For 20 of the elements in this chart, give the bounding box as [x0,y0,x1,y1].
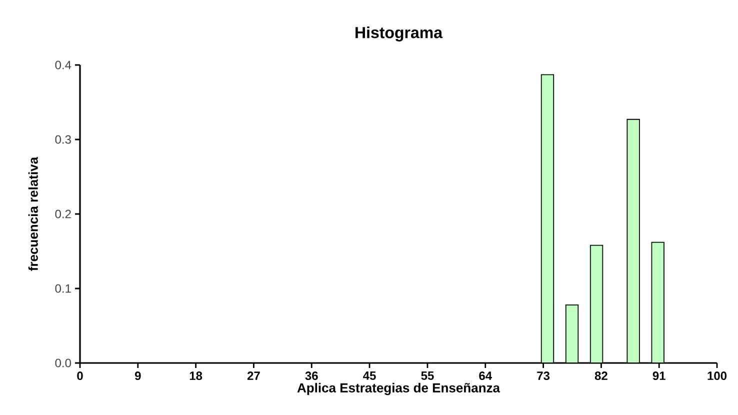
chart-title: Histograma [356,26,443,42]
x-tick-label: 100 [708,372,727,380]
x-tick-label: 9 [134,372,141,380]
y-tick-label: 0.4 [55,60,72,70]
x-axis-title: Aplica Estrategias de Enseñanza [297,382,500,396]
x-tick-label: 0 [77,372,83,380]
x-tick-label: 45 [363,372,376,380]
x-tick-label: 27 [247,372,260,380]
x-tick-label: 36 [305,372,318,380]
x-tick-label: 18 [190,372,202,380]
y-tick-label: 0.1 [55,284,71,293]
y-tick-label: 0.0 [55,358,72,368]
y-tick-label: 0.2 [55,210,71,218]
x-tick-label: 82 [594,372,608,380]
x-tick-label: 55 [421,372,434,380]
x-tick-label: 73 [537,372,550,380]
x-tick-label: 64 [479,372,492,380]
y-tick-label: 0.3 [55,135,71,144]
x-tick-label: 91 [652,372,666,380]
y-axis-title: frecuencia relativa [28,156,38,271]
